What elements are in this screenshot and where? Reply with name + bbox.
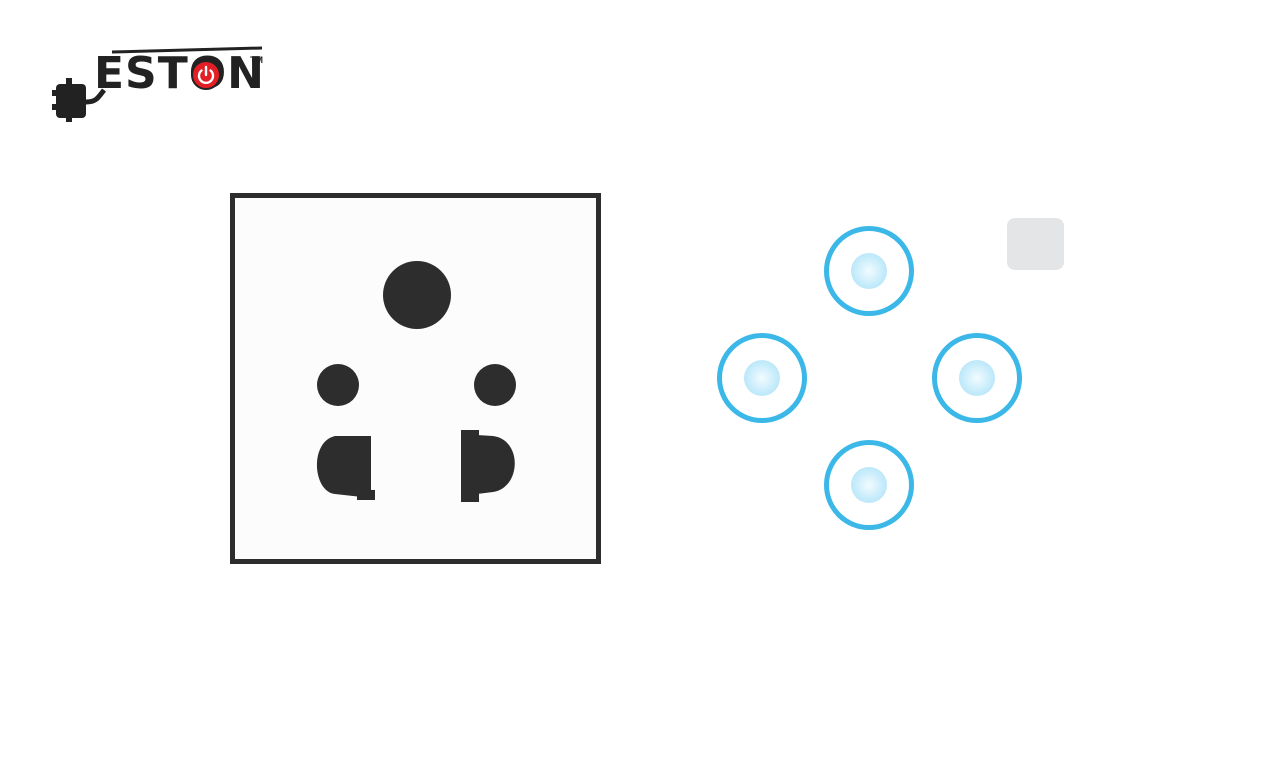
- earth-hole: [383, 261, 451, 329]
- indicator-top[interactable]: [824, 226, 914, 316]
- indicator-right[interactable]: [932, 333, 1022, 423]
- square-tile: [1007, 218, 1064, 270]
- plug-icon: [52, 46, 263, 122]
- indicator-light: [851, 467, 887, 503]
- indicator-light: [959, 360, 995, 396]
- indicator-bottom[interactable]: [824, 440, 914, 530]
- left-round-hole: [317, 364, 359, 406]
- brand-logo: ESTON TM: [52, 40, 272, 126]
- socket-plate: [230, 193, 601, 564]
- indicator-light: [851, 253, 887, 289]
- indicator-light: [744, 360, 780, 396]
- trademark-mark: TM: [250, 55, 263, 65]
- brand-name: ESTON: [94, 48, 265, 99]
- indicator-panel: [700, 210, 1080, 550]
- indicator-left[interactable]: [717, 333, 807, 423]
- power-icon: [191, 60, 221, 90]
- socket-holes: [316, 261, 516, 502]
- left-d-hole: [316, 436, 371, 498]
- right-round-hole: [474, 364, 516, 406]
